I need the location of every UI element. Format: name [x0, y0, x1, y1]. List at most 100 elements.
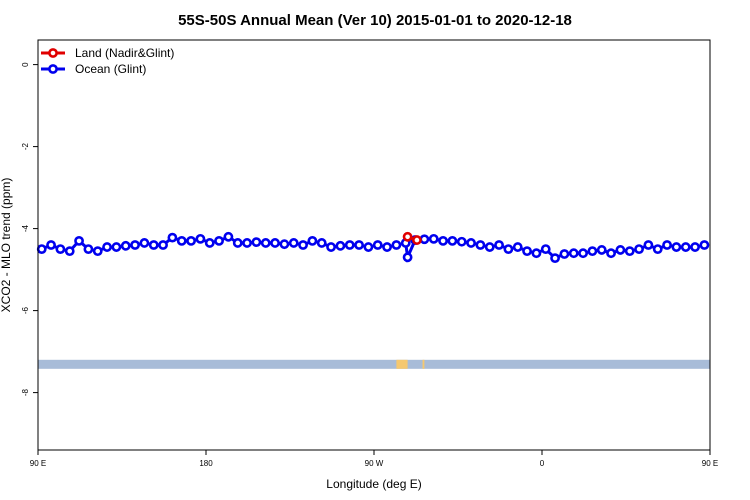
data-point-ocean — [298, 240, 308, 250]
x-axis-label: Longitude (deg E) — [326, 477, 421, 491]
data-point-ocean — [74, 235, 84, 246]
data-point-ocean — [559, 249, 570, 259]
data-point-ocean — [652, 244, 663, 254]
data-point-ocean — [391, 240, 402, 250]
ocean-strip — [38, 359, 710, 369]
data-point-ocean — [195, 233, 206, 244]
y-tick-label: 0 — [21, 62, 30, 67]
data-point-ocean — [578, 248, 588, 259]
data-point-ocean — [55, 244, 66, 254]
data-point-ocean — [102, 242, 112, 252]
data-point-ocean — [223, 231, 234, 242]
data-point-ocean — [139, 238, 150, 248]
y-tick-label: -8 — [21, 388, 30, 396]
data-point-ocean — [475, 240, 486, 250]
data-point-ocean — [512, 242, 523, 252]
data-point-ocean — [466, 238, 476, 248]
data-point-ocean — [690, 242, 700, 252]
data-point-ocean — [335, 240, 346, 251]
data-point-ocean — [232, 238, 243, 248]
data-point-ocean — [503, 244, 514, 254]
legend-marker — [48, 64, 58, 74]
data-point-ocean — [316, 238, 327, 248]
data-point-ocean — [260, 238, 271, 248]
land-patch — [396, 359, 408, 369]
series-land — [402, 231, 422, 245]
x-tick-label: 90 E — [30, 459, 46, 468]
data-point-ocean — [92, 246, 103, 257]
data-point-ocean — [540, 244, 551, 254]
data-point-ocean — [624, 246, 635, 257]
map-strip — [38, 359, 710, 369]
series-ocean — [36, 231, 710, 264]
legend-item-ocean: Ocean (Glint) — [41, 62, 146, 76]
y-tick-label: -4 — [21, 224, 30, 232]
data-point-ocean — [158, 240, 168, 250]
data-point-ocean — [438, 235, 448, 246]
data-point-ocean — [242, 238, 252, 248]
data-point-ocean — [83, 244, 94, 254]
legend-label: Land (Nadir&Glint) — [75, 46, 174, 60]
data-point-ocean — [494, 240, 504, 250]
data-point-ocean — [531, 248, 542, 259]
y-axis-label: XCO2 - MLO trend (ppm) — [0, 178, 13, 313]
data-point-ocean — [606, 248, 616, 259]
data-point-ocean — [148, 240, 159, 250]
data-point-ocean — [587, 246, 598, 257]
data-point-ocean — [344, 240, 355, 250]
data-point-ocean — [186, 235, 196, 246]
y-tick-label: -6 — [21, 306, 30, 314]
data-point-ocean — [382, 242, 392, 252]
y-axis: 0 -2 -4 -6 -8 — [21, 62, 38, 396]
x-tick-label: 90 E — [702, 459, 718, 468]
data-point-ocean — [363, 242, 374, 252]
x-tick-label: 180 — [199, 459, 213, 468]
data-point-land — [412, 235, 422, 245]
data-point-ocean — [372, 240, 383, 250]
data-point-ocean — [270, 238, 280, 248]
data-point-ocean — [288, 238, 299, 248]
x-tick-label: 90 W — [365, 459, 384, 468]
data-point-ocean — [634, 244, 644, 254]
data-point-ocean — [111, 242, 122, 252]
data-point-ocean — [64, 246, 75, 257]
data-point-ocean — [596, 245, 607, 255]
data-point-ocean — [251, 237, 262, 248]
data-point-ocean — [662, 240, 672, 250]
data-point-ocean — [326, 242, 336, 252]
data-point-ocean — [167, 232, 178, 243]
data-point-ocean — [643, 240, 654, 250]
data-point-ocean — [428, 233, 439, 244]
y-tick-label: -2 — [21, 142, 30, 150]
data-point-ocean — [36, 244, 47, 254]
legend-marker — [48, 48, 58, 58]
x-axis: 90 E 180 90 W 0 90 E — [30, 450, 718, 468]
plot-area — [36, 231, 710, 369]
series-layer — [36, 231, 710, 264]
data-point-ocean — [204, 238, 215, 248]
data-point-ocean — [307, 235, 318, 246]
data-point-ocean — [522, 246, 532, 257]
data-point-ocean — [279, 239, 290, 250]
data-point-ocean — [699, 240, 710, 250]
data-point-ocean — [214, 235, 224, 246]
legend-label: Ocean (Glint) — [75, 62, 146, 76]
data-point-ocean — [484, 242, 495, 252]
data-point-ocean — [419, 234, 430, 245]
data-point-ocean — [354, 240, 364, 250]
land-patch — [422, 359, 425, 369]
data-point-ocean — [680, 242, 691, 252]
data-point-ocean — [130, 240, 140, 250]
data-point-ocean — [615, 245, 626, 255]
legend-item-land: Land (Nadir&Glint) — [41, 46, 174, 60]
data-point-ocean — [447, 235, 458, 246]
data-point-ocean — [550, 253, 560, 264]
chart-title: 55S-50S Annual Mean (Ver 10) 2015-01-01 … — [178, 12, 572, 29]
data-point-ocean — [456, 236, 467, 247]
data-point-ocean — [46, 240, 56, 250]
data-point-ocean — [568, 248, 579, 259]
data-point-ocean — [176, 235, 187, 246]
x-tick-label: 0 — [540, 459, 545, 468]
data-point-ocean — [671, 242, 682, 252]
